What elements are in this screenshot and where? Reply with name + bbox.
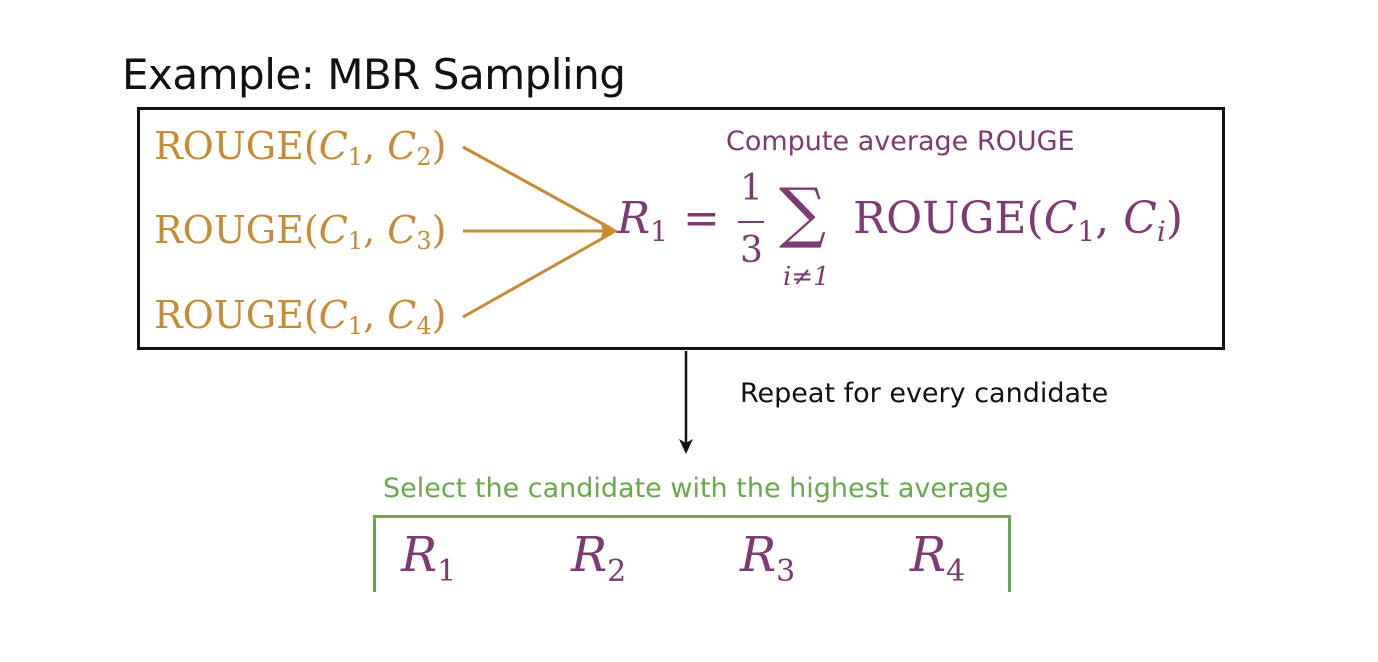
- sum-symbol: ∑: [779, 174, 827, 251]
- select-label: Select the candidate with the highest av…: [383, 473, 1009, 504]
- rouge-fn: ROUGE(: [154, 208, 319, 252]
- formula-rhs-sep: ,: [1095, 193, 1124, 244]
- candidate-a: C: [318, 124, 348, 168]
- candidate-r1: R1: [401, 527, 456, 589]
- formula-rhs-a-sub: 1: [1077, 215, 1096, 248]
- candidate-b: C: [387, 293, 417, 337]
- candidate-symbol: R: [910, 527, 947, 583]
- repeat-label: Repeat for every candidate: [740, 378, 1109, 409]
- formula-rhs-fn: ROUGE(: [853, 193, 1044, 244]
- candidate-symbol: R: [401, 527, 438, 583]
- formula-lhs-symbol: R: [617, 193, 651, 244]
- close-paren: ): [431, 208, 447, 252]
- candidate-b-sub: 2: [416, 143, 432, 171]
- formula-rhs-b: C: [1123, 193, 1157, 244]
- formula-rhs-b-sub: i: [1156, 215, 1166, 248]
- rouge-fn: ROUGE(: [154, 124, 319, 168]
- candidate-bracket: [373, 515, 1011, 592]
- arrowhead-orange: [600, 221, 618, 241]
- down-arrowhead: [679, 439, 693, 454]
- candidate-a-sub: 1: [347, 143, 364, 171]
- sum-index: i≠1: [783, 262, 830, 292]
- formula-rhs-a: C: [1043, 193, 1078, 244]
- rouge-pair-3: ROUGE(C1, C4): [154, 293, 446, 340]
- formula-rhs: ROUGE(C1, Ci): [853, 193, 1183, 248]
- formula-rhs-close: ): [1165, 193, 1184, 244]
- candidate-symbol: R: [571, 527, 608, 583]
- candidate-sub: 4: [946, 554, 966, 589]
- candidate-b: C: [387, 208, 417, 252]
- separator: ,: [363, 208, 388, 252]
- slide-title: Example: MBR Sampling: [122, 50, 626, 99]
- close-paren: ): [431, 293, 447, 337]
- candidate-a: C: [318, 293, 348, 337]
- candidate-symbol: R: [740, 527, 777, 583]
- candidate-a-sub: 1: [347, 227, 364, 255]
- rouge-pair-2: ROUGE(C1, C3): [154, 208, 446, 255]
- arrow-pair-3: [462, 231, 613, 319]
- candidate-r4: R4: [910, 527, 965, 589]
- candidate-b-sub: 4: [416, 312, 432, 340]
- separator: ,: [363, 124, 388, 168]
- candidate-r2: R2: [571, 527, 626, 589]
- candidate-a: C: [318, 208, 348, 252]
- formula-numerator: 1: [740, 168, 763, 209]
- formula-lhs-sub: 1: [650, 215, 668, 248]
- separator: ,: [363, 293, 388, 337]
- rouge-pair-1: ROUGE(C1, C2): [154, 124, 446, 171]
- candidate-b-sub: 3: [416, 227, 432, 255]
- formula-equals: =: [683, 193, 720, 244]
- candidate-sub: 3: [776, 554, 796, 589]
- computation-box: [137, 107, 1225, 350]
- candidate-r3: R3: [740, 527, 795, 589]
- candidate-sub: 1: [437, 554, 457, 589]
- formula-denominator: 3: [740, 230, 763, 271]
- candidate-b: C: [387, 124, 417, 168]
- candidate-a-sub: 1: [347, 312, 364, 340]
- fraction-bar: [738, 221, 764, 223]
- candidate-sub: 2: [607, 554, 627, 589]
- compute-caption: Compute average ROUGE: [726, 126, 1075, 157]
- arrow-pair-1: [462, 145, 613, 231]
- close-paren: ): [431, 124, 447, 168]
- formula-lhs: R1: [617, 193, 668, 248]
- rouge-fn: ROUGE(: [154, 293, 319, 337]
